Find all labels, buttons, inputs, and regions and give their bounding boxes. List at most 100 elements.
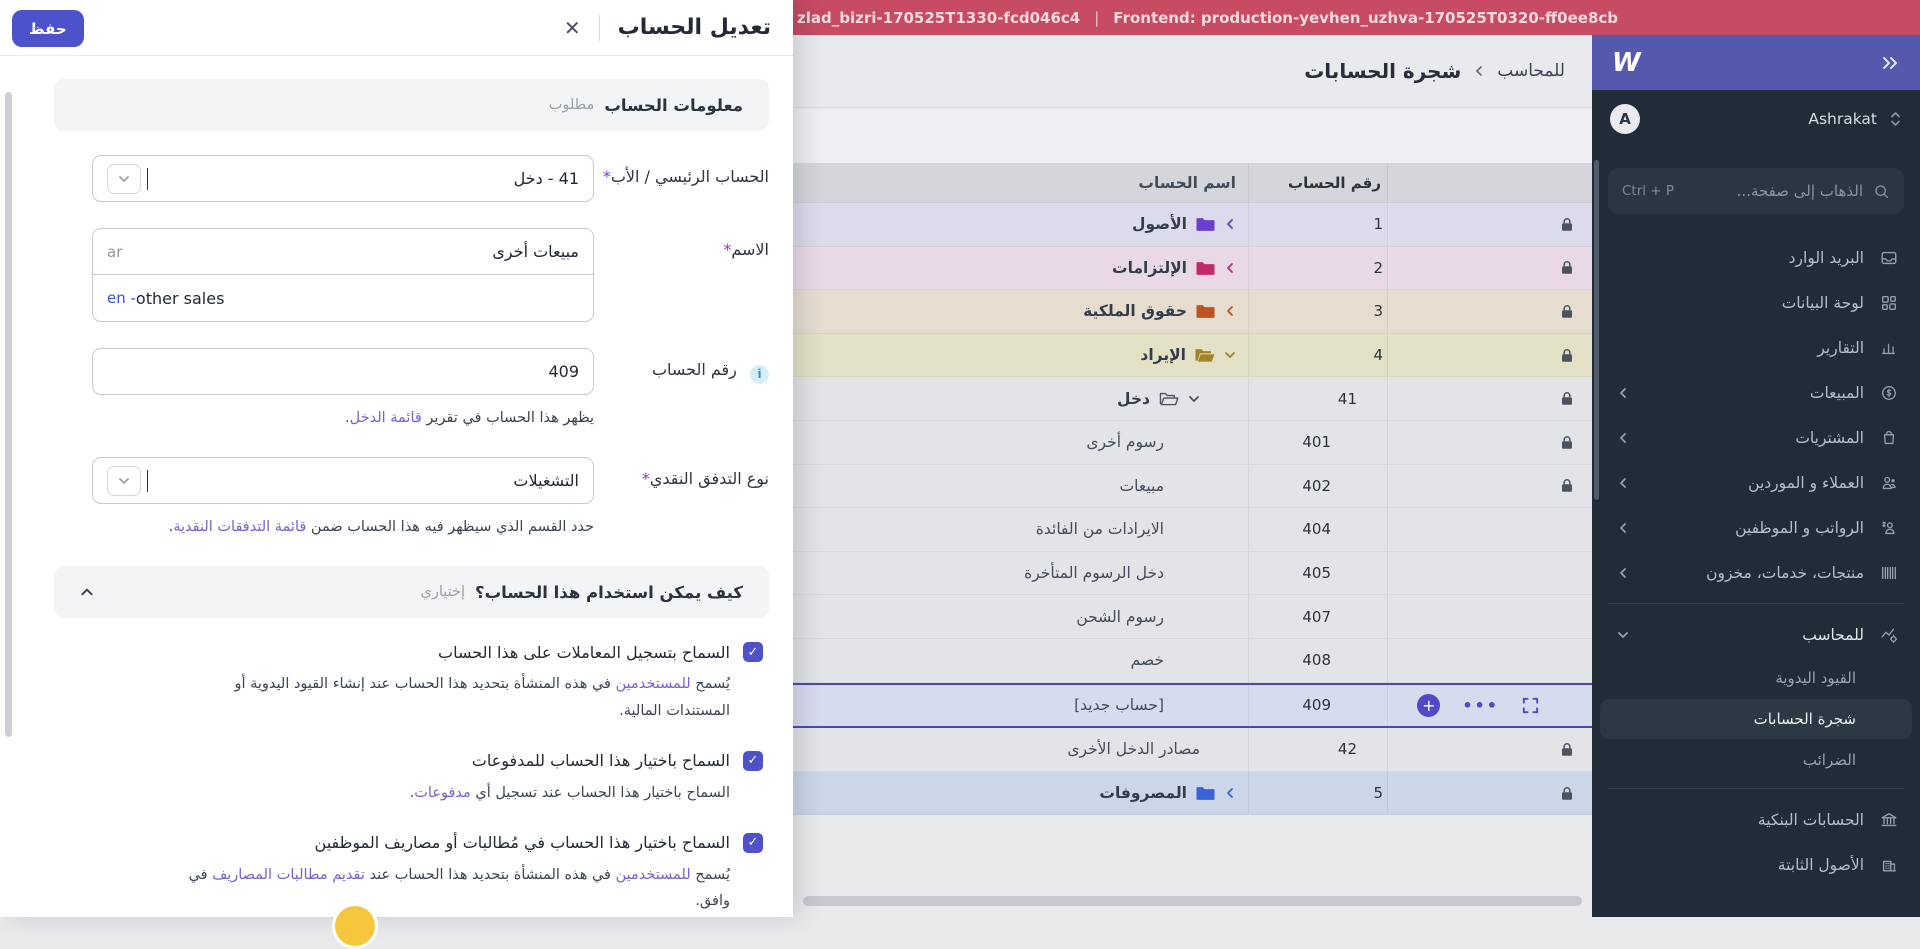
tree-expand-icon[interactable]: [1188, 393, 1200, 405]
table-row[interactable]: 3 حقوق الملكية: [793, 290, 1592, 334]
add-sub-account-icon[interactable]: +: [1417, 693, 1441, 717]
sidebar-subitem-2[interactable]: الضرائب: [1600, 740, 1912, 780]
section-title: كيف يمكن استخدام هذا الحساب؟: [475, 582, 743, 602]
table-row[interactable]: 407 رسوم الشحن: [793, 595, 1592, 639]
usage-section-header[interactable]: كيف يمكن استخدام هذا الحساب؟ إختياري: [54, 566, 769, 619]
name-ar-input[interactable]: مبيعات أخرى ar: [92, 228, 594, 275]
sidebar-subitem-0[interactable]: القيود اليدوية: [1600, 658, 1912, 698]
row-lock-cell: [1387, 728, 1592, 771]
sidebar-bottom-item-0[interactable]: الحسابات البنكية: [1592, 797, 1920, 842]
chevron-down-icon[interactable]: [107, 163, 141, 194]
en-language-tag: en -: [107, 289, 136, 307]
row-lock-cell: [1387, 246, 1592, 290]
account-name-cell: خصم: [793, 639, 1248, 682]
parent-account-combobox[interactable]: 41 - دخل: [92, 155, 594, 202]
go-to-page-search[interactable]: الذهاب إلى صفحة... Ctrl + P: [1608, 168, 1904, 214]
table-row[interactable]: 404 الايرادات من الفائدة: [793, 508, 1592, 552]
tree-collapse-icon[interactable]: [1224, 787, 1236, 799]
table-row[interactable]: 4 الإيراد: [793, 333, 1592, 378]
sidebar-item-accountant[interactable]: للمحاسب: [1592, 612, 1920, 657]
table-row[interactable]: 2 الإلتزامات: [793, 246, 1592, 291]
folder-icon: [1196, 785, 1215, 801]
expand-row-icon[interactable]: [1521, 696, 1540, 715]
main-content: للمحاسب شجرة الحسابات رقم الحساب اسم الحس…: [793, 35, 1592, 917]
cashflow-type-combobox[interactable]: التشغيلات: [92, 457, 594, 505]
table-row[interactable]: 5 المصروفات: [793, 771, 1592, 816]
breadcrumb: للمحاسب شجرة الحسابات: [793, 35, 1592, 108]
sidebar-item-6[interactable]: الرواتب و الموظفين: [1592, 505, 1920, 550]
sidebar-item-0[interactable]: البريد الوارد: [1592, 235, 1920, 280]
search-icon: [1873, 183, 1890, 200]
tree-collapse-icon[interactable]: [1224, 218, 1236, 230]
checkbox-1[interactable]: ✓: [743, 750, 763, 771]
table-row[interactable]: 405 دخل الرسوم المتأخرة: [793, 551, 1592, 596]
sidebar-item-3[interactable]: المبيعات: [1592, 370, 1920, 415]
tree-expand-icon[interactable]: [1224, 349, 1236, 361]
row-lock-cell: [1387, 420, 1592, 464]
checkbox-0[interactable]: ✓: [743, 642, 763, 663]
chevron-up-icon[interactable]: [80, 585, 94, 599]
cashflow-helper-text: .: [168, 519, 174, 536]
user-switcher-icon[interactable]: [1889, 110, 1902, 128]
modal-scrollbar[interactable]: [5, 92, 12, 737]
lock-icon: [1560, 478, 1574, 493]
breadcrumb-parent[interactable]: للمحاسب: [1497, 61, 1565, 81]
name-en-input[interactable]: en - other sales: [92, 275, 594, 322]
checkbox-helper-1-link[interactable]: مدفوعات: [414, 784, 471, 801]
optional-badge: إختياري: [420, 584, 466, 601]
checkbox-helper-0-link[interactable]: للمستخدمين: [615, 676, 691, 693]
sidebar-item-7[interactable]: منتجات، خدمات، مخزون: [1592, 550, 1920, 595]
text-caret: [147, 469, 148, 492]
required-badge: مطلوب: [548, 97, 595, 113]
cashflow-helper-link[interactable]: قائمة التدفقات النقدية: [173, 519, 307, 536]
account-number-cell: 42: [1248, 728, 1387, 771]
chevron-left-icon: [1612, 387, 1634, 399]
table-row[interactable]: 408 خصم: [793, 638, 1592, 683]
table-row[interactable]: 41 دخل: [793, 377, 1592, 421]
sidebar-item-label: الأصول الثابتة: [1777, 855, 1864, 874]
checkbox-row: ✓ السماح باختيار هذا الحساب في مُطالبات أ…: [54, 832, 763, 853]
collapse-sidebar-icon[interactable]: [1880, 55, 1900, 71]
more-actions-icon[interactable]: •••: [1462, 695, 1499, 715]
account-name-cell: رسوم الشحن: [793, 595, 1248, 638]
sidebar-item-label: منتجات، خدمات، مخزون: [1706, 563, 1864, 582]
close-icon[interactable]: ✕: [563, 15, 581, 40]
sidebar-item-4[interactable]: المشتريات: [1592, 415, 1920, 460]
sidebar-item-1[interactable]: لوحة البيانات: [1592, 280, 1920, 325]
lock-icon: [1560, 742, 1574, 757]
parent-account-value: 41 - دخل: [513, 169, 579, 188]
table-horizontal-scrollbar[interactable]: [803, 896, 1582, 906]
save-button[interactable]: حفظ: [12, 10, 84, 47]
account-number-helper-link[interactable]: قائمة الدخل: [349, 410, 422, 426]
sidebar-scrollbar[interactable]: [1594, 160, 1599, 500]
help-launcher[interactable]: [332, 903, 378, 949]
sidebar-item-5[interactable]: العملاء و الموردين: [1592, 460, 1920, 505]
row-lock-cell: [1387, 290, 1592, 333]
sidebar-subitem-1[interactable]: شجرة الحسابات: [1600, 699, 1912, 739]
table-row[interactable]: 42 مصادر الدخل الأخرى: [793, 728, 1592, 772]
sidebar-item-2[interactable]: التقارير: [1592, 325, 1920, 370]
user-menu[interactable]: Ashrakat A: [1592, 90, 1920, 148]
account-number-helper-text: .: [345, 410, 350, 426]
tree-collapse-icon[interactable]: [1224, 262, 1236, 274]
account-number-cell: 1: [1248, 203, 1387, 246]
sidebar-bottom-item-1[interactable]: الأصول الثابتة: [1592, 842, 1920, 887]
usage-options: ✓ السماح بتسجيل المعاملات على هذا الحساب ي…: [54, 642, 769, 915]
chevron-down-icon: [1612, 629, 1634, 641]
chevron-down-icon[interactable]: [107, 465, 141, 496]
usage-option-2: ✓ السماح باختيار هذا الحساب في مُطالبات أ…: [54, 832, 763, 916]
checkbox-helper-2-link[interactable]: تقديم مطالبات المصاريف: [212, 866, 365, 883]
checkbox-helper-2-link[interactable]: للمستخدمين: [615, 866, 691, 883]
lock-icon: [1560, 260, 1574, 275]
info-icon[interactable]: i: [750, 365, 769, 385]
sidebar-item-label: لوحة البيانات: [1781, 293, 1864, 312]
table-row[interactable]: 401 رسوم أخرى: [793, 420, 1592, 465]
account-number-input[interactable]: 409: [92, 348, 594, 395]
breadcrumb-chevron-icon: [1473, 65, 1485, 77]
table-row[interactable]: 402 مبيعات: [793, 464, 1592, 509]
checkbox-2[interactable]: ✓: [743, 832, 763, 853]
name-label: الاسم*: [723, 240, 769, 259]
table-row[interactable]: ••• +409 [حساب جديد]: [793, 682, 1592, 729]
table-row[interactable]: 1 الأصول: [793, 203, 1592, 247]
tree-collapse-icon[interactable]: [1224, 305, 1236, 317]
